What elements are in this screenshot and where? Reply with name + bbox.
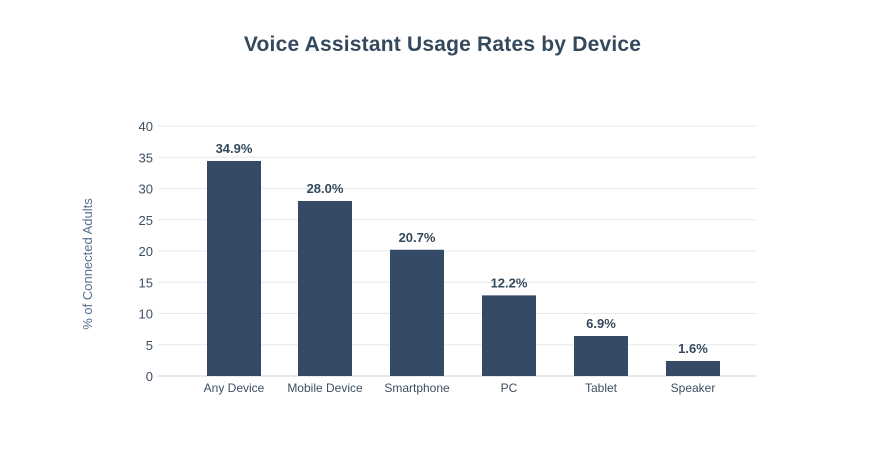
y-tick-label: 15: [139, 275, 153, 290]
bar: [666, 361, 720, 376]
y-tick-label: 10: [139, 307, 153, 322]
bar: [574, 336, 628, 376]
grid-lines: [158, 125, 757, 377]
y-tick-label: 5: [146, 338, 153, 353]
y-tick-label: 40: [139, 119, 153, 134]
data-label: 12.2%: [491, 275, 528, 290]
category-label: Speaker: [671, 381, 716, 395]
bar: [298, 201, 352, 376]
data-label: 28.0%: [307, 181, 344, 196]
data-label: 34.9%: [216, 141, 253, 156]
y-tick-label: 20: [139, 244, 153, 259]
y-tick-label: 30: [139, 182, 153, 197]
bars: [207, 161, 720, 376]
category-label: PC: [501, 381, 518, 395]
data-labels: 34.9% 28.0% 20.7% 12.2% 6.9% 1.6%: [216, 141, 709, 356]
y-tick-label: 25: [139, 213, 153, 228]
bar: [482, 295, 536, 376]
category-label: Any Device: [204, 381, 265, 395]
data-label: 1.6%: [678, 341, 708, 356]
y-axis-ticks: 0 5 10 15 20 25 30 35 40: [139, 119, 153, 384]
category-label: Smartphone: [384, 381, 450, 395]
category-label: Tablet: [585, 381, 618, 395]
bar: [207, 161, 261, 376]
bar: [390, 249, 444, 376]
y-axis-title: % of Connected Adults: [80, 198, 95, 330]
data-label: 6.9%: [586, 316, 616, 331]
chart-title: Voice Assistant Usage Rates by Device: [243, 33, 642, 56]
y-tick-label: 0: [146, 369, 153, 384]
y-tick-label: 35: [139, 150, 153, 165]
data-label: 20.7%: [399, 230, 436, 245]
category-label: Mobile Device: [287, 381, 363, 395]
x-axis-categories: Any Device Mobile Device Smartphone PC Table…: [204, 381, 716, 395]
